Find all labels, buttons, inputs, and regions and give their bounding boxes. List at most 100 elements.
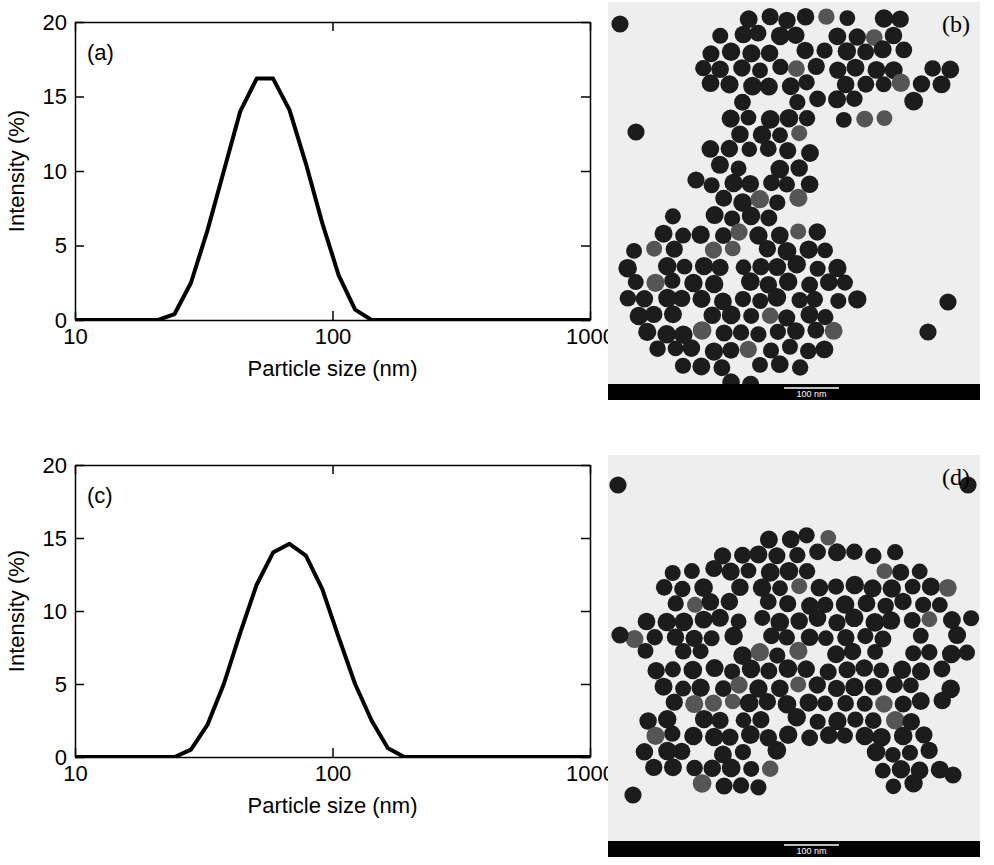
particle (638, 613, 656, 631)
particle (837, 275, 853, 291)
particle (665, 661, 681, 677)
particle (664, 273, 680, 289)
particle (877, 110, 893, 126)
particle (858, 595, 876, 613)
particle (779, 176, 795, 192)
particle (801, 276, 818, 293)
x-axis-title: Particle size (nm) (248, 793, 418, 818)
particle (611, 15, 628, 32)
particle (828, 543, 846, 561)
tick: 0 (55, 745, 84, 770)
particle (677, 259, 693, 275)
particle (666, 694, 683, 711)
particle (645, 306, 662, 323)
particle (675, 358, 691, 374)
particle (934, 692, 951, 709)
tick: 10 (43, 599, 84, 624)
particle (742, 207, 761, 226)
particle (722, 306, 741, 325)
distribution-line (75, 79, 590, 320)
particle (721, 140, 739, 158)
particle (815, 340, 833, 358)
particle (609, 476, 626, 493)
particle (904, 612, 921, 629)
particle (705, 241, 722, 258)
particle (780, 109, 799, 128)
particle (770, 324, 786, 340)
particle (818, 8, 834, 24)
particle (771, 227, 789, 245)
tick (581, 757, 590, 758)
particle (892, 11, 909, 28)
tick-mark (581, 465, 590, 467)
particle (716, 324, 733, 341)
particle (915, 726, 932, 743)
tick-label: 20 (43, 10, 67, 35)
particle (721, 728, 738, 745)
particle (626, 243, 642, 259)
particle (886, 778, 902, 794)
particle (695, 60, 711, 76)
particle (875, 763, 891, 779)
particle (894, 727, 913, 746)
particle (735, 744, 751, 760)
particle (763, 175, 780, 192)
tick-mark (332, 22, 334, 31)
particle (657, 325, 676, 344)
particle (782, 530, 800, 548)
particle (800, 240, 818, 258)
particle (845, 608, 864, 627)
particle (750, 25, 767, 42)
particle (705, 275, 723, 293)
particle (638, 643, 654, 659)
particle (658, 613, 676, 631)
particle (838, 42, 856, 60)
particle (828, 680, 845, 697)
tick (581, 465, 590, 466)
particle (921, 611, 937, 627)
particle (733, 324, 749, 340)
axis (581, 23, 591, 321)
tick: 100 (315, 748, 352, 786)
particle (704, 307, 721, 324)
tick: 15 (43, 84, 84, 109)
particle (741, 141, 757, 157)
particle (730, 223, 747, 240)
particle (754, 610, 770, 626)
axis (76, 22, 591, 31)
particle (902, 745, 918, 761)
particle (778, 12, 795, 29)
particle (730, 676, 747, 693)
particle (809, 676, 826, 693)
particle (725, 694, 741, 710)
tick-mark (581, 684, 590, 686)
particle (741, 725, 760, 744)
particle (763, 628, 780, 645)
particle (779, 629, 795, 645)
particle (752, 357, 768, 373)
tick-mark (581, 96, 590, 98)
particle (848, 290, 866, 308)
particle (844, 643, 861, 660)
tick-label: 5 (55, 672, 67, 697)
particle (742, 376, 759, 384)
particle (830, 293, 846, 309)
particle (799, 563, 815, 579)
particle (704, 760, 721, 777)
distribution-line (75, 544, 590, 757)
particle (820, 273, 838, 291)
particle (768, 547, 785, 564)
tick: 10 (43, 159, 84, 184)
particle (903, 677, 919, 693)
tick-mark (581, 757, 590, 759)
particle (685, 695, 703, 713)
particle (655, 225, 673, 243)
particle (806, 291, 823, 308)
particle (847, 711, 863, 727)
particle (772, 580, 788, 596)
particle (797, 660, 815, 678)
tick (581, 171, 590, 172)
tick-mark (332, 311, 334, 320)
particle (800, 306, 818, 324)
particle (665, 565, 681, 581)
